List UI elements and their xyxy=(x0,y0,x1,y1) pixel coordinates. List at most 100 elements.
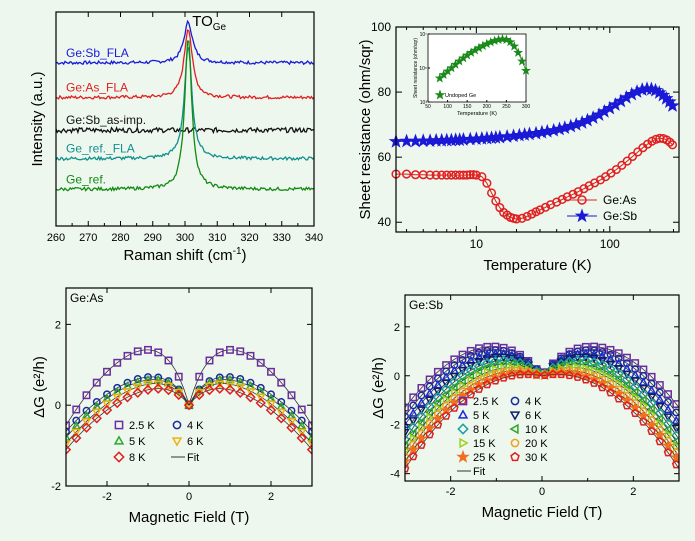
mr-point-3-6 xyxy=(426,412,435,423)
mr-point-2-3 xyxy=(235,383,246,393)
mr-point-3-2 xyxy=(416,397,427,407)
mr-point-3-0 xyxy=(507,346,516,355)
mr-point-3-9 xyxy=(671,459,679,469)
mr-legend-label-2-4: 8 K xyxy=(129,452,146,464)
mr-point-2-4 xyxy=(81,422,92,433)
inset-legend: Undoped Ge xyxy=(434,89,476,100)
mr-point-3-9 xyxy=(663,448,673,457)
mr-point-2-4 xyxy=(224,384,236,395)
mr-legend-item-3-9: 30 K xyxy=(510,451,548,464)
mr-legend-item-2-2: 5 K xyxy=(113,435,146,448)
sheet-ytick-label-2: 80 xyxy=(378,85,392,99)
mr-point-2-2 xyxy=(214,374,225,384)
mr-point-3-6 xyxy=(640,400,649,411)
mr-point-2-1 xyxy=(66,427,70,436)
mr-point-2-0 xyxy=(103,367,111,376)
mr-point-3-2 xyxy=(630,369,640,379)
mr-point-3-8 xyxy=(661,439,675,452)
mr-point-3-5 xyxy=(457,375,466,386)
mr-legend-marker-2-0 xyxy=(114,420,124,430)
mr-point-3-3 xyxy=(613,365,624,374)
sheet-point-0-12 xyxy=(462,170,472,180)
mr-ytick-label-3-1: -2 xyxy=(390,420,400,432)
inset-point-18 xyxy=(505,36,516,47)
mr-point-2-3 xyxy=(266,400,276,410)
mr-series-2-4 xyxy=(66,383,312,455)
mr-point-3-9 xyxy=(581,375,591,384)
mr-point-2-4 xyxy=(276,413,287,424)
mr-point-2-0 xyxy=(287,391,296,400)
mr-point-2-3 xyxy=(225,380,235,390)
sheet-series-1 xyxy=(388,81,680,148)
mr-point-2-4 xyxy=(245,392,256,403)
mr-point-3-6 xyxy=(672,441,679,452)
mr-point-3-2 xyxy=(441,372,451,381)
mr-point-2-1 xyxy=(287,406,296,415)
sheet-point-0-27 xyxy=(522,211,532,221)
mr-point-2-0 xyxy=(226,345,234,354)
raman-label-2: Ge:Sb_as-imp. xyxy=(66,113,146,127)
mr-point-3-5 xyxy=(613,374,623,384)
mr-point-3-5 xyxy=(449,382,458,392)
mr-point-3-0 xyxy=(598,343,607,352)
mr-point-3-6 xyxy=(409,433,419,444)
mr-point-2-3 xyxy=(214,380,225,389)
mr-point-2-3 xyxy=(132,383,143,393)
raman-xtick-label-0: 260 xyxy=(47,232,65,244)
raman-label-1: Ge:As_FLA xyxy=(66,80,128,94)
inset-xtick-label-2: 150 xyxy=(463,104,472,110)
mr-xtick-label-3-2: 2 xyxy=(630,486,636,498)
mr-point-2-4 xyxy=(101,404,113,416)
mr-point-3-3 xyxy=(663,413,673,422)
mr-point-3-8 xyxy=(604,381,617,394)
mr-point-2-4 xyxy=(153,383,164,394)
mr-point-2-4 xyxy=(306,444,312,455)
mr-point-3-3 xyxy=(671,424,679,434)
mr-point-3-9 xyxy=(597,382,607,392)
mr-point-3-3 xyxy=(482,355,493,364)
mr-point-3-5 xyxy=(424,407,433,418)
inset-ytick-label-0: 10³ xyxy=(420,100,428,106)
sheet-point-0-4 xyxy=(425,170,435,180)
mr-point-3-2 xyxy=(482,349,493,359)
mr-point-2-3 xyxy=(245,387,256,397)
mr-point-3-0 xyxy=(655,381,664,389)
mr-point-2-0 xyxy=(195,372,204,381)
mr-point-3-6 xyxy=(664,430,674,440)
mr-point-3-4 xyxy=(605,363,616,375)
mr-point-3-9 xyxy=(540,370,550,380)
mr-point-3-0 xyxy=(475,344,483,353)
mr-point-3-0 xyxy=(409,393,418,402)
mr-point-2-3 xyxy=(153,380,164,389)
mr-point-3-9 xyxy=(647,426,656,436)
sheet-point-0-17 xyxy=(482,178,492,188)
mr-point-3-6 xyxy=(442,395,452,405)
sheet-point-0-6 xyxy=(437,170,447,180)
mr-point-2-0 xyxy=(82,391,91,400)
mr-point-2-0 xyxy=(246,351,255,360)
sheet-xtick-label-0: 10 xyxy=(470,237,484,251)
mr-x-axis-label-2: Magnetic Field (T) xyxy=(129,509,250,526)
mr-point-3-2 xyxy=(655,394,665,404)
mr-content-2 xyxy=(66,345,312,455)
mr-legend-label-3-6: 15 K xyxy=(473,438,496,450)
mr-legend-label-2-2: 5 K xyxy=(129,436,146,448)
mr-point-3-0 xyxy=(622,353,631,362)
mr-point-3-9 xyxy=(433,420,443,429)
mr-legend-item-3-2: 5 K xyxy=(457,409,490,422)
mr-point-3-3 xyxy=(449,372,460,382)
mr-point-2-4 xyxy=(71,432,82,444)
raman-xtick-label-5: 310 xyxy=(208,232,226,244)
mr-point-3-4 xyxy=(473,360,485,372)
raman-peak-label: TOGe xyxy=(192,13,226,33)
mr-point-3-8 xyxy=(522,366,535,379)
mr-point-2-1 xyxy=(92,397,101,406)
mr-xtick-label-2-0: -2 xyxy=(102,491,112,503)
mr-point-3-9 xyxy=(565,370,574,380)
mr-point-3-2 xyxy=(589,349,599,358)
mr-point-2-2 xyxy=(225,374,235,384)
sheet-point-0-36 xyxy=(568,189,578,199)
mr-point-3-0 xyxy=(458,350,467,359)
mr-point-2-0 xyxy=(215,348,224,357)
mr-point-3-9 xyxy=(556,369,566,379)
